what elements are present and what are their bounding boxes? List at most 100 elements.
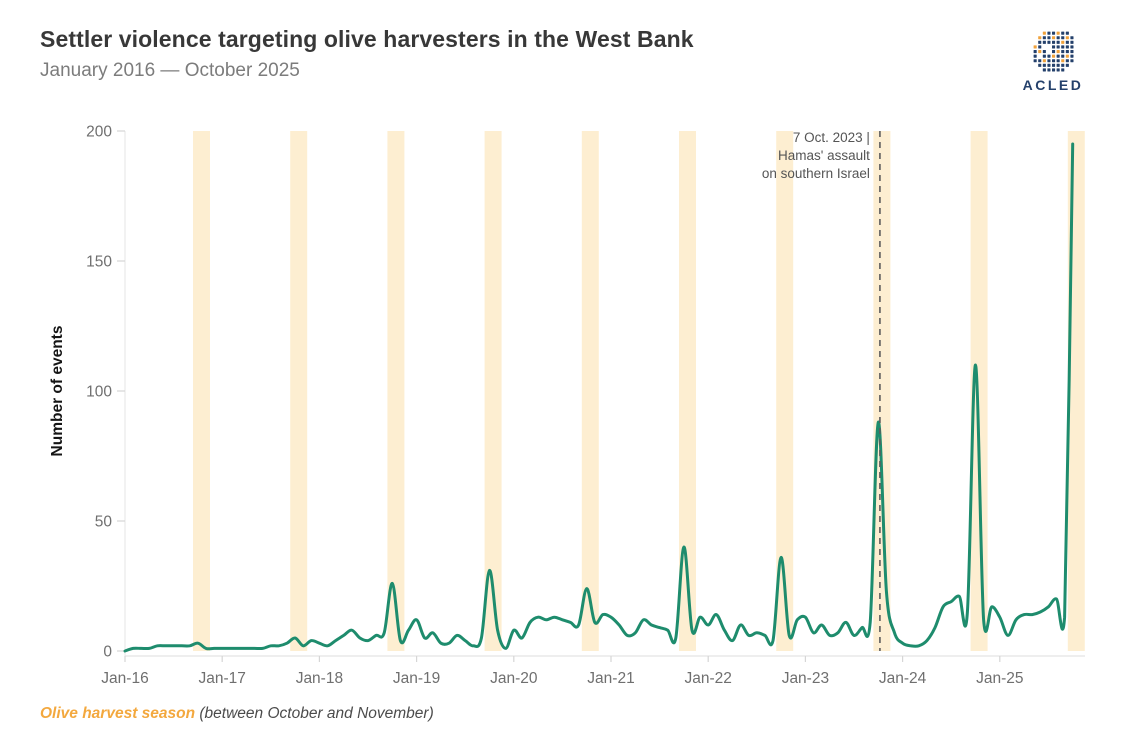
globe-dot xyxy=(1061,31,1065,35)
globe-dot xyxy=(1038,59,1042,63)
x-tick-label: Jan-19 xyxy=(393,670,440,687)
footnote-highlight: Olive harvest season xyxy=(40,705,196,722)
globe-dot xyxy=(1070,45,1074,49)
globe-dot xyxy=(1061,59,1065,63)
globe-dot xyxy=(1038,63,1042,67)
harvest-season-band-2023 xyxy=(873,131,891,651)
annotation-text-line: Hamas' assault xyxy=(778,148,870,163)
x-tick-label: Jan-21 xyxy=(587,670,634,687)
globe-dot xyxy=(1065,59,1069,63)
globe-dot xyxy=(1038,50,1042,54)
chart-area: 0 50 100 150 200 Number of events Jan-16 Jan-17… xyxy=(0,112,1123,697)
y-tick-label: 0 xyxy=(103,644,112,661)
y-tick-label: 200 xyxy=(86,124,112,141)
globe-dot xyxy=(1052,45,1056,49)
x-tick-label: Jan-24 xyxy=(879,670,927,687)
globe-dot xyxy=(1061,45,1065,49)
globe-dot xyxy=(1047,63,1051,67)
globe-dot xyxy=(1056,45,1060,49)
harvest-season-band-2022 xyxy=(776,131,794,651)
x-tick-label: Jan-16 xyxy=(101,670,148,687)
events-line xyxy=(123,142,1075,653)
globe-dot xyxy=(1047,40,1051,44)
globe-dot xyxy=(1033,54,1037,58)
globe-dot xyxy=(1052,31,1056,35)
globe-dot xyxy=(1052,63,1056,67)
globe-dot xyxy=(1070,40,1074,44)
globe-dot xyxy=(1056,59,1060,63)
globe-dot xyxy=(1056,63,1060,67)
globe-dot xyxy=(1056,36,1060,40)
globe-dot xyxy=(1061,40,1065,44)
x-tick-label: Jan-25 xyxy=(976,670,1023,687)
globe-dot xyxy=(1033,59,1037,63)
page-title: Settler violence targeting olive harvest… xyxy=(40,26,694,52)
globe-dot xyxy=(1042,40,1046,44)
globe-dot xyxy=(1070,36,1074,40)
x-tick-label: Jan-17 xyxy=(198,670,245,687)
globe-dot xyxy=(1047,59,1051,63)
acled-globe-icon xyxy=(1033,31,1074,72)
globe-dot xyxy=(1056,50,1060,54)
globe-dot xyxy=(1042,31,1046,35)
footnote-rest: (between October and November) xyxy=(195,705,434,722)
globe-dot xyxy=(1042,50,1046,54)
globe-dot xyxy=(1052,68,1056,72)
globe-dot xyxy=(1038,36,1042,40)
globe-dot xyxy=(1052,50,1056,54)
harvest-season-band-2021 xyxy=(679,131,696,651)
harvest-season-band-2017 xyxy=(290,131,308,651)
globe-dot xyxy=(1070,54,1074,58)
globe-dot xyxy=(1065,36,1069,40)
x-tick-label: Jan-18 xyxy=(296,670,343,687)
globe-dot xyxy=(1065,54,1069,58)
globe-dot xyxy=(1038,45,1042,49)
annotation-text-line: on southern Israel xyxy=(762,166,870,181)
globe-dot xyxy=(1061,63,1065,67)
chart-header: Settler violence targeting olive harvest… xyxy=(40,26,694,82)
globe-dot xyxy=(1070,59,1074,63)
globe-dot xyxy=(1070,50,1074,54)
globe-dot xyxy=(1065,45,1069,49)
y-axis-title: Number of events xyxy=(49,326,66,457)
globe-dot xyxy=(1056,68,1060,72)
globe-dot xyxy=(1065,31,1069,35)
globe-dot xyxy=(1047,36,1051,40)
globe-dot xyxy=(1042,63,1046,67)
harvest-season-band-2020 xyxy=(581,131,599,651)
globe-dot xyxy=(1052,54,1056,58)
x-tick-label: Jan-23 xyxy=(782,670,829,687)
globe-dot xyxy=(1061,68,1065,72)
globe-dot xyxy=(1065,63,1069,67)
globe-dot xyxy=(1065,40,1069,44)
globe-dot xyxy=(1052,59,1056,63)
globe-dot xyxy=(1047,31,1051,35)
globe-dot xyxy=(1052,40,1056,44)
globe-dot xyxy=(1061,54,1065,58)
page-subtitle: January 2016 — October 2025 xyxy=(40,60,300,81)
globe-dot xyxy=(1033,45,1037,49)
globe-dot xyxy=(1042,54,1046,58)
x-tick-label: Jan-20 xyxy=(490,670,538,687)
globe-dot xyxy=(1065,50,1069,54)
globe-dot xyxy=(1052,36,1056,40)
globe-dot xyxy=(1047,54,1051,58)
globe-dot xyxy=(1038,40,1042,44)
acled-logo-text: ACLED xyxy=(1022,77,1084,93)
harvest-season-band-2019 xyxy=(484,131,502,651)
globe-dot xyxy=(1061,36,1065,40)
globe-dot xyxy=(1056,31,1060,35)
globe-dot xyxy=(1042,68,1046,72)
x-tick-label: Jan-22 xyxy=(684,670,731,687)
events-line-chart: 0 50 100 150 200 Number of events Jan-16 Jan-17… xyxy=(49,124,1085,687)
harvest-season-band-2016 xyxy=(193,131,210,651)
globe-dot xyxy=(1033,50,1037,54)
globe-dot xyxy=(1056,54,1060,58)
globe-dot xyxy=(1061,50,1065,54)
acled-logo: ACLED xyxy=(1018,24,1088,93)
y-tick-label: 50 xyxy=(95,514,113,531)
y-tick-label: 100 xyxy=(86,384,112,401)
globe-dot xyxy=(1056,40,1060,44)
globe-dot xyxy=(1042,59,1046,63)
globe-dot xyxy=(1042,36,1046,40)
